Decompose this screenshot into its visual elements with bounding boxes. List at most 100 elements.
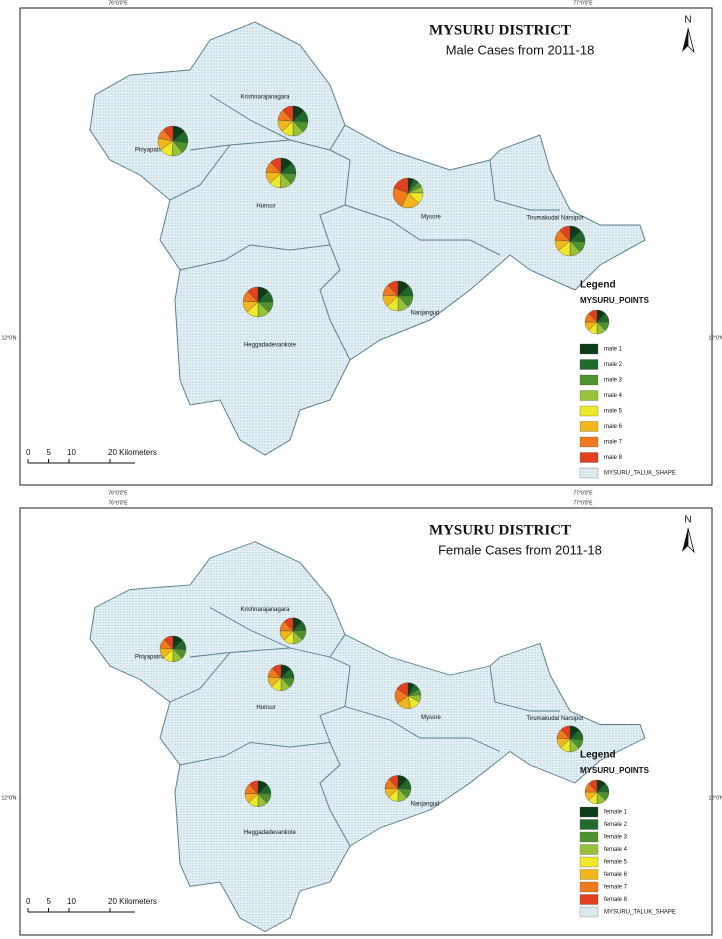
map-subtitle: Female Cases from 2011-18: [438, 542, 602, 557]
legend-label: female 8: [604, 897, 628, 903]
pie-slice: [247, 286, 259, 303]
taluk-border: [169, 652, 231, 703]
legend-swatch: [579, 819, 599, 830]
legend-label: male 2: [604, 362, 623, 368]
map-frame: [19, 7, 713, 486]
district-map: [89, 21, 646, 456]
district-outline: [89, 541, 646, 933]
legend-swatch: [579, 421, 599, 432]
graticule-label: 76°0'0"E: [108, 0, 128, 6]
legend-symbol: [584, 309, 610, 335]
taluk-label: Piriyapatna: [135, 148, 166, 154]
legend-swatch: [579, 436, 599, 448]
taluk-border: [344, 706, 501, 752]
taluk-label: Tirumakudal Narsipur: [526, 716, 583, 722]
scale-label: 0: [26, 448, 31, 457]
scale-label: 20 Kilometers: [108, 897, 157, 906]
legend-swatch: [579, 806, 599, 818]
graticule-label: 12°0'N: [709, 335, 722, 341]
map-panel: 76°0'0"E77°0'0"E76°0'0"E77°0'0"E12°0'N12…: [2, 500, 722, 936]
pie-slice: [163, 635, 174, 650]
legend-label: male 6: [604, 424, 623, 430]
taluk-label: Nanjangud: [410, 311, 439, 317]
scale-label: 0: [26, 897, 31, 906]
legend-label: female 1: [604, 810, 628, 816]
taluk-border: [489, 665, 560, 712]
legend-label: female 2: [604, 822, 628, 828]
taluk-label: Piriyapatna: [135, 655, 166, 661]
legend-swatch: [579, 906, 599, 918]
legend-swatch: [579, 467, 599, 479]
legend-label: female 4: [604, 847, 628, 853]
legend-swatch: [579, 844, 599, 855]
north-arrow: [682, 28, 688, 52]
graticule-label: 12°0'N: [2, 795, 17, 801]
legend-label: female 5: [604, 860, 628, 866]
pie-slice: [270, 157, 282, 174]
taluk-label: Krishnarajanagara: [240, 607, 290, 613]
legend-label: female 3: [604, 835, 628, 841]
taluk-label: Hunsur: [256, 204, 275, 210]
legend-pie-slice: [588, 309, 598, 323]
graticule-label: 77°0'0"E: [573, 500, 593, 506]
pie-slice: [163, 125, 174, 142]
pie-slice: [393, 177, 409, 194]
legend-label: male 3: [604, 378, 623, 384]
scale-label: 10: [67, 897, 76, 906]
taluk-label: Mysore: [421, 715, 441, 721]
legend-layer: MYSURU_POINTS: [580, 766, 650, 775]
legend-label: male 4: [604, 393, 623, 399]
scale-label: 20 Kilometers: [108, 448, 157, 457]
pie-slice: [283, 617, 294, 632]
legend-swatch: [579, 374, 599, 386]
taluk-label: Mysore: [421, 215, 441, 221]
taluk-label: Hunsur: [256, 705, 275, 711]
legend-swatch: [579, 390, 599, 401]
taluk-border: [319, 742, 351, 847]
map-subtitle: Male Cases from 2011-18: [446, 42, 595, 57]
graticule-label: 12°0'N: [709, 795, 722, 801]
pie-slice: [271, 664, 282, 679]
legend-label: female 7: [604, 885, 628, 891]
legend-swatch: [579, 856, 599, 868]
legend-title: Legend: [580, 280, 616, 291]
graticule-label: 77°0'0"E: [573, 0, 593, 6]
legend-label: female 6: [604, 872, 628, 878]
legend-swatch: [579, 405, 599, 417]
pie-slice: [396, 682, 409, 696]
taluk-border: [169, 144, 231, 201]
legend-label: male 5: [604, 409, 623, 415]
taluk-label: Nanjangud: [410, 801, 439, 807]
legend-swatch: [579, 359, 599, 370]
scale-label: 5: [47, 448, 52, 457]
legend-swatch: [579, 894, 599, 905]
legend-pie-slice: [588, 779, 598, 793]
taluk-border: [489, 159, 560, 211]
taluk-label: Krishnarajanagara: [240, 95, 290, 101]
north-label: N: [684, 515, 691, 526]
legend-symbol: [584, 779, 610, 805]
legend-label: MYSURU_TALUK_SHAPE: [604, 910, 676, 916]
pie-slice: [387, 280, 399, 297]
pie-slice: [282, 105, 294, 122]
district-map: [89, 541, 646, 933]
pie-slice: [388, 775, 399, 789]
taluk-label: Heggadadevankote: [244, 830, 297, 836]
legend-swatch: [579, 831, 599, 843]
legend-label: MYSURU_TALUK_SHAPE: [604, 471, 676, 477]
map-title: MYSURU DISTRICT: [429, 22, 571, 38]
district-outline: [89, 21, 646, 456]
legend-swatch: [579, 869, 599, 880]
taluk-label: Heggadadevankote: [244, 343, 297, 349]
graticule-label: 12°0'N: [2, 335, 17, 341]
legend-title: Legend: [580, 750, 616, 761]
legend-swatch: [579, 343, 599, 355]
graticule-label: 77°0'0"E: [573, 490, 593, 496]
legend-label: male 7: [604, 440, 623, 446]
pie-slice: [560, 725, 571, 740]
legend-label: male 8: [604, 455, 623, 461]
legend-layer: MYSURU_POINTS: [580, 296, 650, 305]
taluk-border: [319, 244, 351, 361]
